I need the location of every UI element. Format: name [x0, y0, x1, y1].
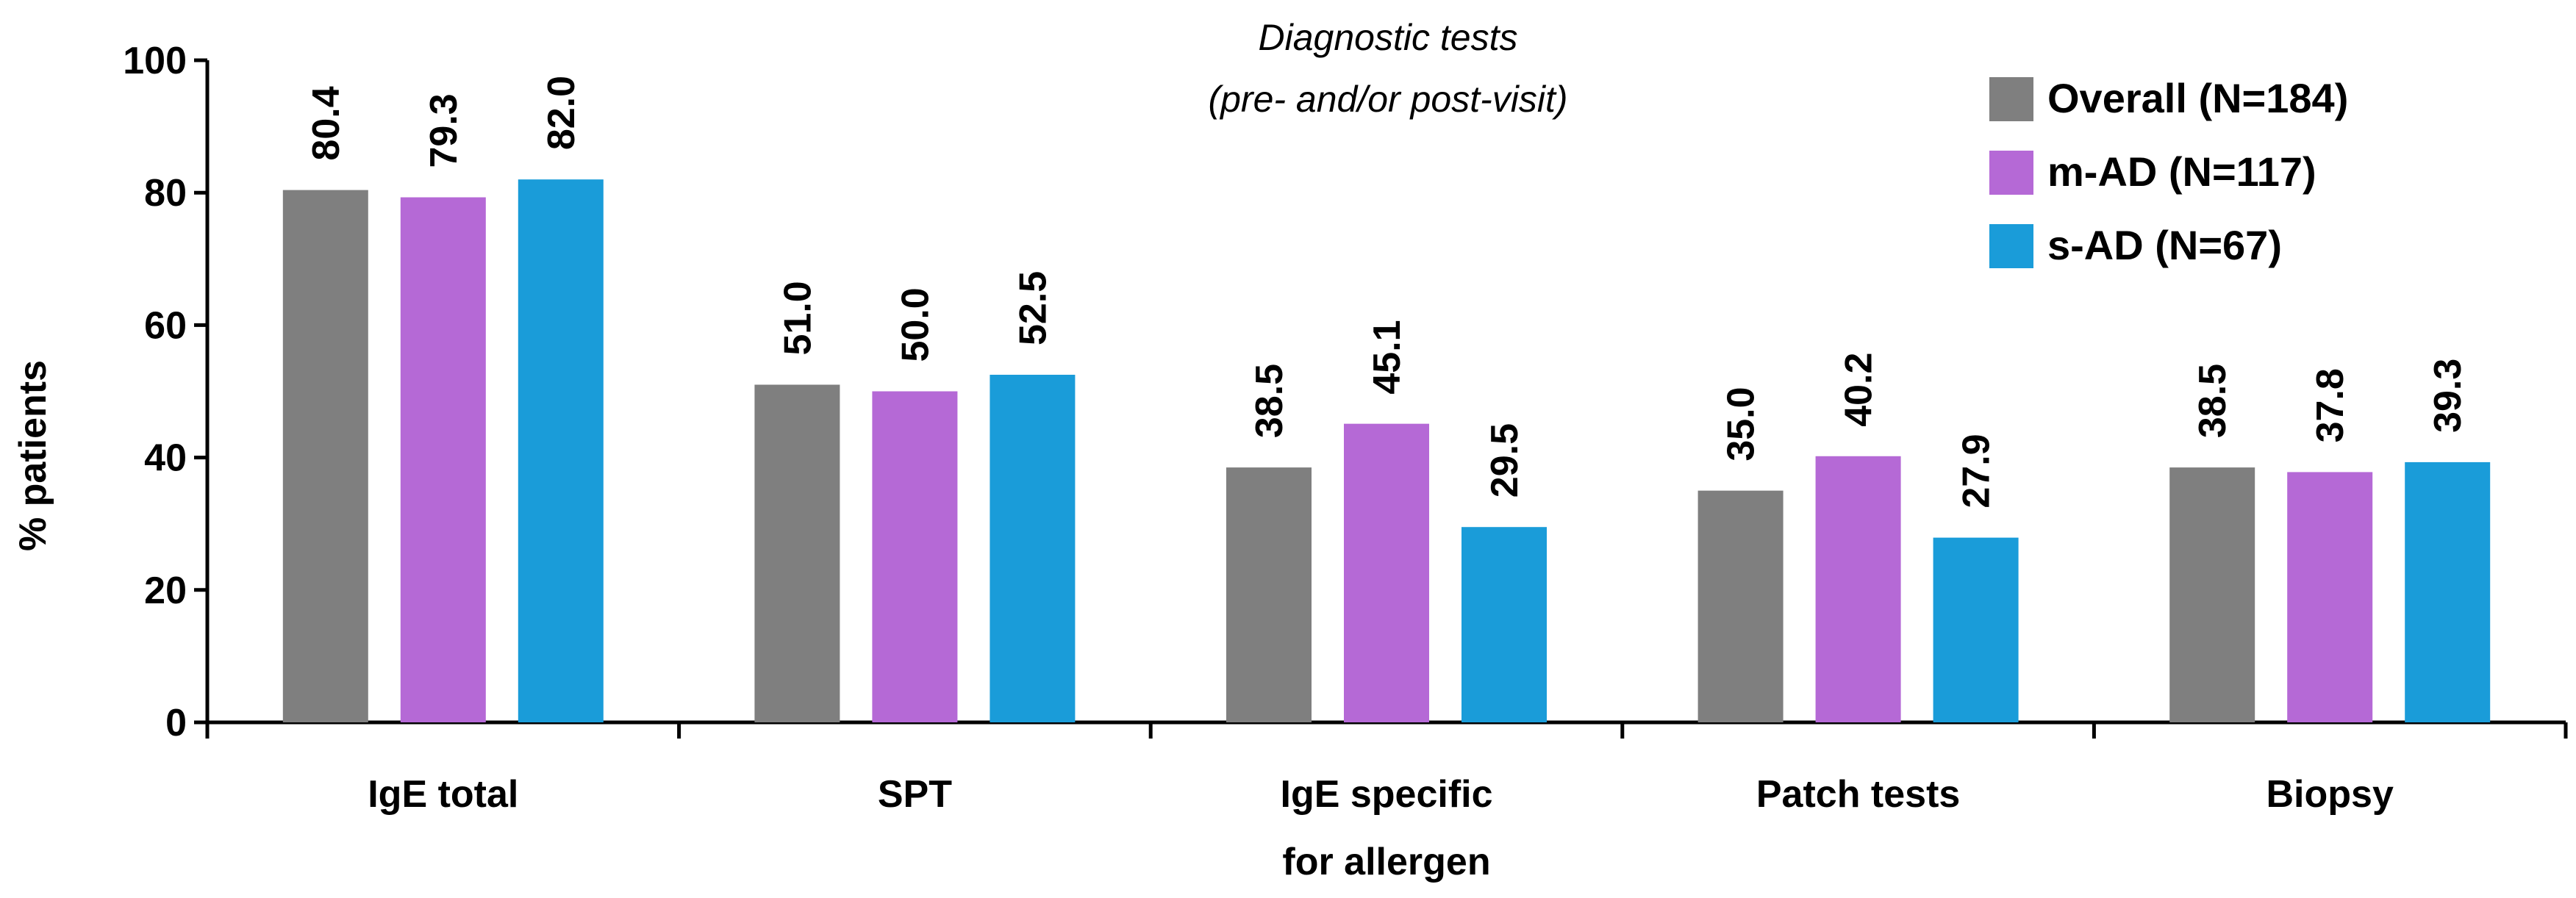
legend-label: Overall (N=184)	[2047, 75, 2348, 121]
y-tick-label: 0	[165, 702, 187, 744]
x-tick-label: Patch tests	[1756, 773, 1960, 816]
bar	[2287, 472, 2373, 722]
y-axis: 0 20 40 60 80 100	[123, 40, 210, 744]
bar	[518, 179, 604, 722]
legend-swatch	[1989, 224, 2033, 268]
x-tick-label: IgE total	[368, 773, 518, 816]
data-label: 37.8	[2309, 368, 2352, 442]
bar	[2169, 467, 2255, 722]
bar	[1697, 490, 1783, 722]
data-label: 39.3	[2427, 359, 2469, 433]
value-labels: 80.4 79.3 82.0 51.0 50.0 52.5 38.5 45.1 29.5 35.0…	[305, 76, 2469, 509]
legend: Overall (N=184) m-AD (N=117) s-AD (N=67)	[1989, 75, 2348, 268]
data-label: 51.0	[776, 281, 819, 355]
bar	[2405, 461, 2491, 722]
bar	[1461, 527, 1547, 722]
y-axis-label: % patients	[12, 360, 54, 551]
data-label: 27.9	[1956, 434, 1998, 508]
data-label: 38.5	[1248, 364, 1291, 438]
legend-label: s-AD (N=67)	[2047, 222, 2282, 268]
bar	[754, 384, 840, 722]
y-tick-label: 40	[144, 437, 187, 480]
bar	[400, 197, 486, 723]
data-label: 40.2	[1838, 353, 1881, 427]
bar	[1226, 467, 1312, 722]
y-tick-label: 60	[144, 304, 187, 347]
legend-label: m-AD (N=117)	[2047, 148, 2316, 195]
chart-subtitle: (pre- and/or post-visit)	[1208, 79, 1567, 120]
data-label: 45.1	[1366, 320, 1409, 394]
data-label: 52.5	[1012, 271, 1054, 345]
data-label: 38.5	[2192, 364, 2234, 438]
bar	[1933, 537, 2019, 722]
category-labels: IgE total SPT IgE specific for allergen Patc…	[368, 773, 2394, 883]
chart-title: Diagnostic tests	[1259, 17, 1518, 58]
bar	[1815, 456, 1901, 722]
x-tick-label: IgE specific	[1281, 773, 1493, 816]
x-axis	[205, 720, 2568, 739]
y-tick-label: 100	[123, 40, 187, 82]
bar	[990, 374, 1076, 722]
y-tick-label: 80	[144, 172, 187, 215]
data-label: 50.0	[894, 287, 937, 362]
bar	[1344, 423, 1429, 722]
data-label: 79.3	[423, 93, 465, 168]
data-label: 35.0	[1720, 387, 1763, 461]
data-label: 82.0	[540, 76, 583, 150]
bar	[872, 391, 958, 722]
x-tick-label: for allergen	[1282, 841, 1490, 883]
x-tick-label: SPT	[878, 773, 952, 816]
x-tick-label: Biopsy	[2266, 773, 2394, 816]
data-label: 29.5	[1484, 423, 1526, 498]
y-tick-label: 20	[144, 570, 187, 612]
bar	[282, 190, 368, 722]
legend-swatch	[1989, 77, 2033, 121]
legend-swatch	[1989, 151, 2033, 195]
chart-title-group: Diagnostic tests (pre- and/or post-visit…	[1208, 17, 1567, 120]
data-label: 80.4	[305, 86, 348, 160]
bars	[282, 179, 2491, 723]
